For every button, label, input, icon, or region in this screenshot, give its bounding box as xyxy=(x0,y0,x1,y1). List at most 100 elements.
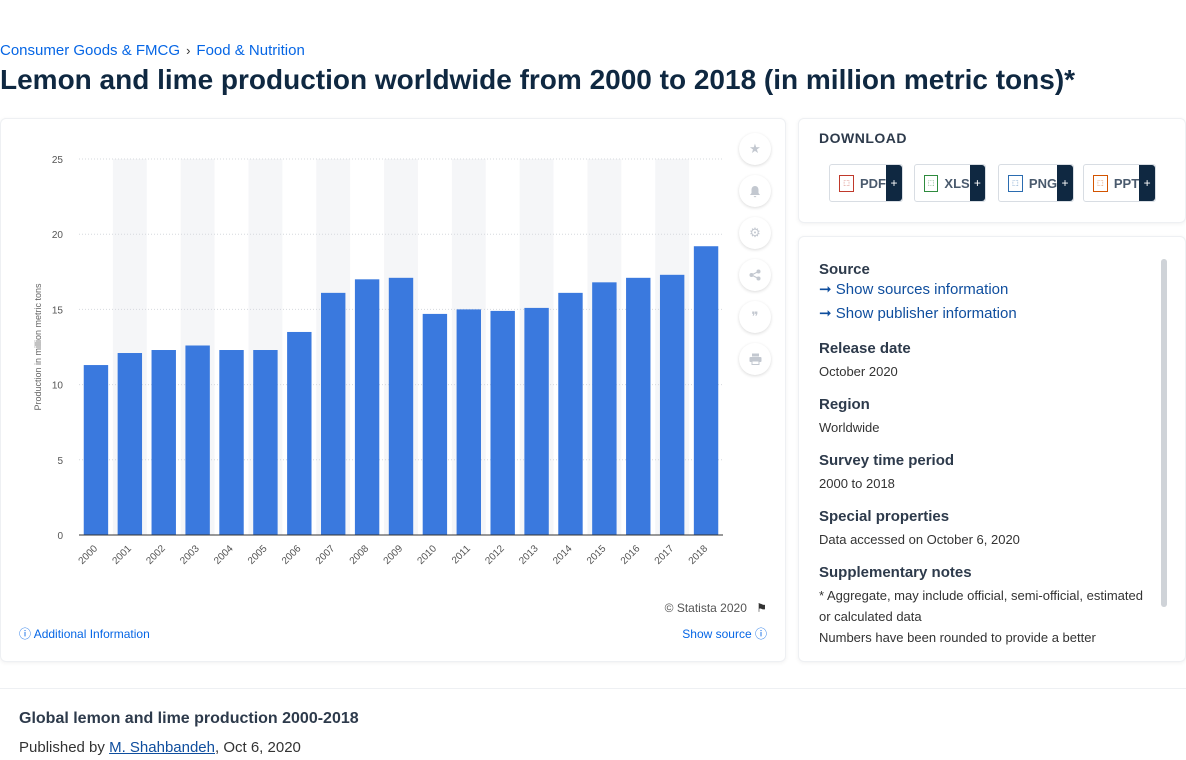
bar-2008 xyxy=(354,279,380,535)
survey-period-value: 2000 to 2018 xyxy=(819,476,895,491)
plus-icon: + xyxy=(1139,165,1155,201)
download-pdf-label: PDF xyxy=(860,175,886,191)
statistic-subtitle: Global lemon and lime production 2000-20… xyxy=(19,710,359,727)
bar-2009 xyxy=(388,277,414,535)
published-by: Published by M. Shahbandeh, Oct 6, 2020 xyxy=(19,739,301,756)
x-tick-label: 2010 xyxy=(416,543,440,567)
bar-2005 xyxy=(253,350,278,535)
download-title: DOWNLOAD xyxy=(819,130,907,146)
star-icon[interactable]: ★ xyxy=(739,133,771,165)
x-tick-label: 2001 xyxy=(110,543,134,567)
bar-2017 xyxy=(659,274,685,535)
supplementary-notes-value-2: Numbers have been rounded to provide a b… xyxy=(819,630,1096,645)
special-properties-value: Data accessed on October 6, 2020 xyxy=(819,532,1020,547)
bar-2018 xyxy=(693,246,719,535)
chart-panel: 0 5 10 15 20 25 2000 2001 2002 2003 2004 2005 2006 20… xyxy=(0,118,786,662)
release-date-value: October 2020 xyxy=(819,364,898,379)
breadcrumb-food-nutrition[interactable]: Food & Nutrition xyxy=(196,42,305,59)
x-tick-label: 2017 xyxy=(653,543,677,567)
special-properties-heading: Special properties xyxy=(819,508,950,525)
y-tick-label: 15 xyxy=(52,305,64,316)
bar-2016 xyxy=(626,277,651,535)
print-icon[interactable] xyxy=(739,343,771,375)
y-axis-label: Production in million metric tons xyxy=(33,283,43,411)
quote-icon[interactable]: ❞ xyxy=(739,301,771,333)
show-publisher-label: Show publisher information xyxy=(835,305,1017,322)
y-tick-label: 0 xyxy=(57,531,63,542)
plus-icon: + xyxy=(1057,165,1073,201)
arrow-right-icon: ➞ xyxy=(819,305,832,322)
arrow-right-icon: ➞ xyxy=(819,281,832,298)
breadcrumb: Consumer Goods & FMCG › Food & Nutrition xyxy=(0,42,305,59)
download-xls-button[interactable]: ⬚ XLS + xyxy=(914,164,986,202)
additional-information-link[interactable]: ⓘ Additional Information xyxy=(19,625,150,642)
bar-2010 xyxy=(422,313,448,535)
metadata-panel: Source ➞ Show sources information ➞ Show… xyxy=(798,236,1186,662)
x-tick-label: 2014 xyxy=(551,543,575,567)
bar-2012 xyxy=(490,310,515,535)
xls-file-icon: ⬚ xyxy=(924,174,939,192)
author-link[interactable]: M. Shahbandeh xyxy=(109,739,215,756)
x-tick-label: 2018 xyxy=(687,543,711,567)
published-by-label: Published by xyxy=(19,739,105,756)
bar-2003 xyxy=(185,345,210,535)
download-pdf-button[interactable]: ⬚ PDF + xyxy=(829,164,903,202)
download-png-button[interactable]: ⬚ PNG + xyxy=(998,164,1074,202)
x-tick-label: 2000 xyxy=(77,543,101,567)
bar-2002 xyxy=(151,350,176,535)
show-sources-link[interactable]: ➞ Show sources information xyxy=(819,278,1149,302)
x-tick-label: 2008 xyxy=(348,543,372,567)
x-tick-label: 2007 xyxy=(314,543,338,567)
x-tick-label: 2011 xyxy=(450,543,473,566)
bell-icon[interactable] xyxy=(739,175,771,207)
breadcrumb-separator: › xyxy=(186,43,191,58)
download-ppt-button[interactable]: ⬚ PPT + xyxy=(1083,164,1156,202)
show-source-link[interactable]: Show source ⓘ xyxy=(682,625,767,642)
share-icon[interactable] xyxy=(739,259,771,291)
bar-2011 xyxy=(456,309,481,535)
breadcrumb-consumer-goods[interactable]: Consumer Goods & FMCG xyxy=(0,42,181,59)
copyright-text: © Statista 2020 xyxy=(664,601,747,615)
x-tick-label: 2002 xyxy=(144,543,168,567)
copyright: © Statista 2020 ⚑ xyxy=(665,601,767,615)
gear-icon[interactable]: ⚙ xyxy=(739,217,771,249)
download-xls-label: XLS xyxy=(944,175,970,191)
metadata-scrollbar[interactable] xyxy=(1161,259,1167,607)
region-value: Worldwide xyxy=(819,420,880,435)
flag-icon[interactable]: ⚑ xyxy=(756,601,767,615)
x-tick-label: 2003 xyxy=(178,543,202,567)
ppt-file-icon: ⬚ xyxy=(1093,174,1108,192)
bar-2015 xyxy=(592,282,617,535)
download-ppt-label: PPT xyxy=(1113,175,1140,191)
y-tick-label: 20 xyxy=(52,230,64,241)
download-png-label: PNG xyxy=(1028,175,1058,191)
survey-period-heading: Survey time period xyxy=(819,452,955,469)
x-tick-label: 2005 xyxy=(246,543,270,567)
info-icon: ⓘ xyxy=(754,627,767,641)
bar-2006 xyxy=(287,331,312,535)
source-heading: Source xyxy=(819,261,870,278)
show-sources-label: Show sources information xyxy=(835,281,1009,298)
y-tick-label: 10 xyxy=(52,381,64,392)
x-tick-label: 2016 xyxy=(619,543,643,567)
scrollbar-thumb[interactable] xyxy=(1161,259,1167,607)
y-tick-label: 5 xyxy=(57,456,63,467)
x-tick-label: 2009 xyxy=(382,543,406,567)
download-panel: DOWNLOAD ⬚ PDF + ⬚ XLS + ⬚ PNG + ⬚ PPT + xyxy=(798,118,1186,223)
bar-2014 xyxy=(558,292,583,535)
additional-information-label: Additional Information xyxy=(33,627,150,641)
bar-chart: 0 5 10 15 20 25 2000 2001 2002 2003 2004 2005 2006 20… xyxy=(33,155,723,567)
bar-2007 xyxy=(321,292,346,535)
bar-2013 xyxy=(524,307,549,535)
release-date-heading: Release date xyxy=(819,340,911,357)
png-file-icon: ⬚ xyxy=(1008,174,1023,192)
info-icon: ⓘ xyxy=(19,627,32,641)
bar-2000 xyxy=(83,365,109,535)
show-publisher-link[interactable]: ➞ Show publisher information xyxy=(819,302,1149,326)
divider xyxy=(0,688,1186,689)
supplementary-notes-value: * Aggregate, may include official, semi-… xyxy=(819,588,1143,624)
x-tick-label: 2013 xyxy=(517,543,541,567)
show-source-label: Show source xyxy=(682,627,752,641)
region-heading: Region xyxy=(819,396,870,413)
publish-date: , Oct 6, 2020 xyxy=(215,739,301,756)
